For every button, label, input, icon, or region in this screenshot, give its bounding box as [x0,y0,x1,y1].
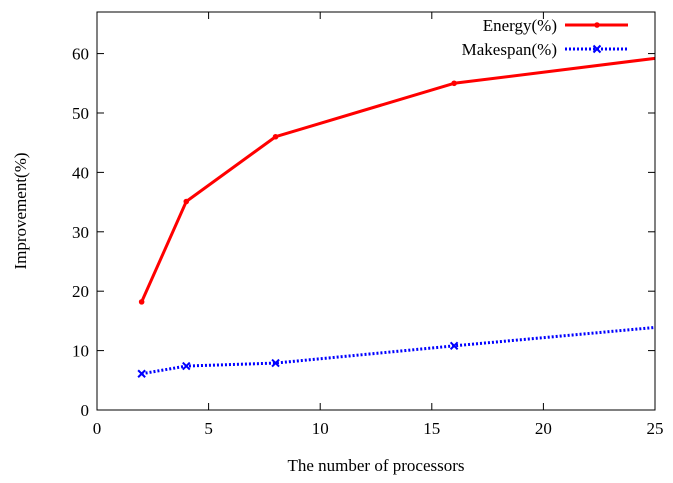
y-tick-label: 20 [72,282,89,301]
legend: Energy(%) Makespan(%) [462,16,628,59]
y-tick-label: 30 [72,223,89,242]
x-tick-label: 20 [535,419,552,438]
data-point-makespan-stroke-b [182,361,191,371]
legend-marker-makespan [592,44,602,54]
data-point-energy [451,80,457,87]
x-tick-label: 10 [312,419,329,438]
data-point-makespan [271,358,280,368]
series-energy [138,56,656,305]
data-point-makespan [137,369,146,378]
series-layer [137,56,656,378]
x-tick-label: 5 [204,419,213,438]
data-point-energy [138,299,145,305]
axis-ticks: 0 5 10 15 20 25 0 10 20 30 40 50 60 [72,12,664,438]
data-point-makespan-stroke-b [137,369,146,378]
legend-marker-energy [594,22,600,28]
series-makespan [137,325,656,378]
y-axis-label: Improvement(%) [11,152,30,269]
legend-label-makespan: Makespan(%) [462,40,557,59]
x-tick-label: 0 [93,419,102,438]
series-line-energy [140,56,656,303]
data-point-energy [272,133,279,140]
y-tick-label: 40 [72,163,89,182]
series-line-makespan [141,325,656,376]
data-point-makespan-stroke-b [271,358,280,368]
data-point-makespan [182,361,191,371]
x-tick-label: 25 [647,419,664,438]
x-axis-label: The number of processors [287,456,464,475]
legend-label-energy: Energy(%) [483,16,557,35]
x-tick-label: 15 [423,419,440,438]
y-tick-label: 10 [72,342,89,361]
y-tick-label: 50 [72,104,89,123]
y-tick-label: 60 [72,45,89,64]
y-tick-label: 0 [81,401,90,420]
plot-frame [96,11,656,411]
data-point-makespan-stroke-b [449,341,459,351]
data-point-makespan [449,341,459,351]
legend-marker-makespan-stroke-b [592,44,602,54]
data-point-energy [183,198,190,205]
